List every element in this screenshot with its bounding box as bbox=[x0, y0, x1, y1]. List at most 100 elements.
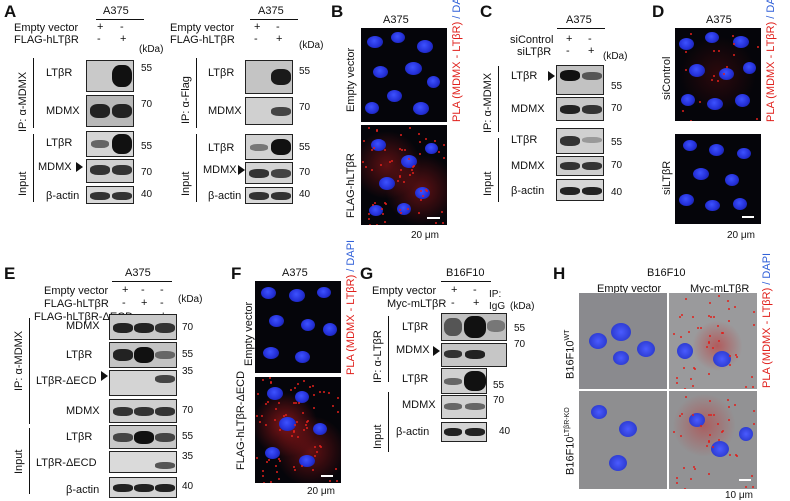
pla-dot bbox=[297, 436, 300, 439]
pla-dot bbox=[266, 400, 269, 403]
pla-dot bbox=[370, 149, 373, 152]
cell-line-label: A375 bbox=[103, 5, 129, 17]
pla-dot bbox=[313, 445, 316, 448]
pla-dot bbox=[718, 438, 721, 441]
cell-line-label: A375 bbox=[282, 267, 308, 279]
row-label-empty-vector: Empty vector bbox=[345, 47, 357, 112]
pla-dot bbox=[728, 308, 731, 311]
pla-dot bbox=[361, 160, 364, 163]
pla-dot bbox=[270, 382, 273, 385]
pla-dot bbox=[673, 332, 676, 335]
pla-dot bbox=[707, 373, 710, 376]
pla-dot bbox=[728, 454, 731, 457]
row-label-empty-vector: Empty vector bbox=[243, 301, 255, 366]
pla-dot bbox=[367, 217, 370, 220]
pla-dot bbox=[692, 466, 695, 469]
pla-dot bbox=[301, 465, 304, 468]
pla-dot bbox=[744, 385, 747, 388]
pla-dot bbox=[398, 208, 401, 211]
pla-image-flag-hltbr-decd bbox=[255, 377, 341, 483]
blot-ip-mdmx bbox=[441, 343, 507, 367]
pla-dot bbox=[711, 79, 714, 82]
pla-dot bbox=[296, 420, 299, 423]
pla-dot bbox=[728, 355, 731, 358]
scale-bar-label: 20 μm bbox=[307, 486, 335, 497]
pla-dot bbox=[265, 461, 268, 464]
cell-line-label: A375 bbox=[383, 14, 409, 26]
pla-dot bbox=[708, 399, 711, 402]
pla-dot bbox=[417, 132, 420, 135]
pla-dot bbox=[312, 393, 315, 396]
pla-dot bbox=[257, 393, 260, 396]
row-label-ko: B16F10LTβR-KO bbox=[564, 407, 577, 475]
pla-dot bbox=[418, 140, 421, 143]
pla-dot bbox=[753, 324, 756, 327]
pla-dot bbox=[692, 315, 695, 318]
cell-line-label: A375 bbox=[706, 14, 732, 26]
pla-dot bbox=[269, 481, 272, 483]
pla-dot bbox=[376, 130, 379, 132]
ip-label: IP: α-Flag bbox=[180, 76, 192, 124]
pla-dot bbox=[368, 224, 371, 225]
input-label: Input bbox=[17, 171, 29, 196]
scale-bar-label: 10 μm bbox=[725, 490, 753, 501]
ip-label: IP: α-MDMX bbox=[17, 71, 29, 132]
pla-dot bbox=[399, 175, 402, 178]
pla-dot bbox=[440, 211, 443, 214]
pla-dot bbox=[705, 444, 708, 447]
pla-dot bbox=[682, 367, 685, 370]
pla-dot bbox=[697, 327, 700, 330]
pla-dot bbox=[750, 375, 753, 378]
arrowhead-icon bbox=[548, 71, 555, 81]
pla-dot bbox=[277, 478, 280, 481]
pla-dot bbox=[735, 355, 738, 358]
pla-dot bbox=[750, 475, 753, 478]
pla-dot bbox=[399, 134, 402, 137]
blot-input-ltbr bbox=[86, 131, 134, 157]
pla-dot bbox=[275, 470, 278, 473]
pla-legend: PLA (MDMX - LTβR) / DAPI bbox=[765, 0, 777, 122]
pla-dot bbox=[292, 429, 295, 432]
pla-dot bbox=[683, 487, 686, 489]
pla-dot bbox=[379, 164, 382, 167]
pla-dot bbox=[687, 330, 690, 333]
pla-image-ko-myc bbox=[669, 391, 757, 489]
arrowhead-icon bbox=[76, 162, 83, 172]
pla-dot bbox=[295, 402, 298, 405]
scale-bar-label: 20 μm bbox=[411, 230, 439, 241]
blot-input-ltbr bbox=[109, 425, 177, 449]
pla-dot bbox=[291, 435, 294, 438]
pla-dot bbox=[297, 401, 300, 404]
pla-dot bbox=[717, 324, 720, 327]
pla-dot bbox=[710, 315, 713, 318]
pla-dot bbox=[675, 377, 678, 380]
pla-dot bbox=[728, 406, 731, 409]
blot-ip-ltbr bbox=[86, 60, 134, 92]
pla-dot bbox=[676, 381, 678, 384]
pla-dot bbox=[443, 143, 446, 146]
blot-input-actin bbox=[86, 186, 134, 204]
pla-dot bbox=[375, 223, 378, 225]
pla-dot bbox=[292, 465, 295, 468]
pla-dot bbox=[407, 208, 410, 211]
pla-dot bbox=[692, 384, 695, 387]
pla-dot bbox=[334, 468, 337, 471]
blot-ip-mdmx bbox=[556, 97, 604, 121]
pla-dot bbox=[421, 194, 424, 197]
pla-dot bbox=[335, 479, 338, 482]
pla-dot bbox=[277, 402, 280, 405]
pla-dot bbox=[398, 174, 401, 177]
pla-dot bbox=[720, 332, 723, 335]
pla-dot bbox=[713, 75, 716, 78]
row-label-siltbr: siLTβR bbox=[661, 160, 673, 195]
pla-dot bbox=[273, 418, 276, 421]
pla-dot bbox=[293, 386, 296, 389]
pla-dot bbox=[388, 160, 391, 163]
pla-dot bbox=[675, 477, 678, 480]
pla-dot bbox=[680, 412, 683, 415]
pla-dot bbox=[433, 139, 436, 142]
pla-dot bbox=[690, 377, 692, 380]
pla-dot bbox=[726, 300, 729, 303]
pla-dot bbox=[408, 127, 411, 130]
pla-dot bbox=[699, 326, 702, 329]
